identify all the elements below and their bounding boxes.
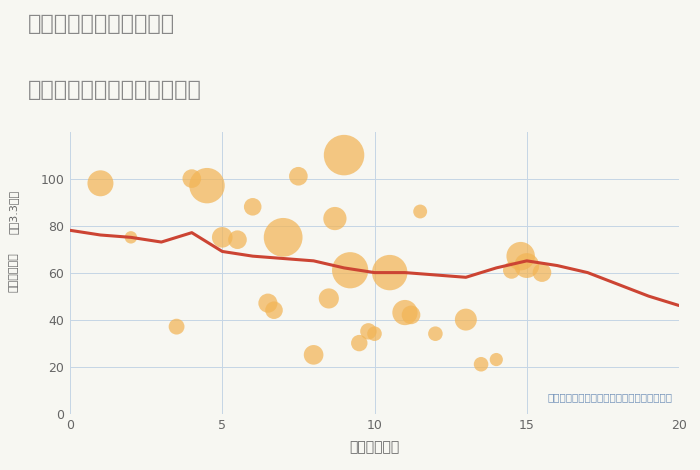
Point: [186, 175, 197, 182]
Text: 三重県四日市市緑丘町の: 三重県四日市市緑丘町の: [28, 14, 175, 34]
Point: [515, 252, 526, 260]
Text: 単価（万円）: 単価（万円）: [9, 253, 19, 292]
Point: [329, 215, 340, 222]
Text: 円の大きさは、取引のあった物件面積を示す: 円の大きさは、取引のあった物件面積を示す: [548, 392, 673, 402]
Point: [536, 269, 547, 276]
Point: [268, 306, 279, 314]
Point: [171, 323, 182, 330]
Text: 坪（3.3㎡）: 坪（3.3㎡）: [9, 189, 19, 234]
Text: 駅距離別中古マンション価格: 駅距離別中古マンション価格: [28, 80, 202, 100]
Point: [217, 234, 228, 241]
Point: [399, 309, 410, 316]
Point: [430, 330, 441, 337]
Point: [414, 208, 426, 215]
Point: [384, 269, 395, 276]
Point: [202, 182, 213, 189]
Point: [262, 299, 274, 307]
Point: [506, 266, 517, 274]
Point: [405, 311, 416, 319]
X-axis label: 駅距離（分）: 駅距離（分）: [349, 440, 400, 454]
Point: [363, 328, 374, 335]
Point: [339, 151, 350, 159]
Point: [323, 295, 335, 302]
Point: [293, 172, 304, 180]
Point: [232, 236, 243, 243]
Point: [475, 360, 486, 368]
Point: [491, 356, 502, 363]
Point: [308, 351, 319, 359]
Point: [277, 234, 289, 241]
Point: [461, 316, 472, 323]
Point: [125, 234, 136, 241]
Point: [247, 203, 258, 211]
Point: [95, 180, 106, 187]
Point: [521, 262, 532, 269]
Point: [344, 266, 356, 274]
Point: [369, 330, 380, 337]
Point: [354, 339, 365, 347]
